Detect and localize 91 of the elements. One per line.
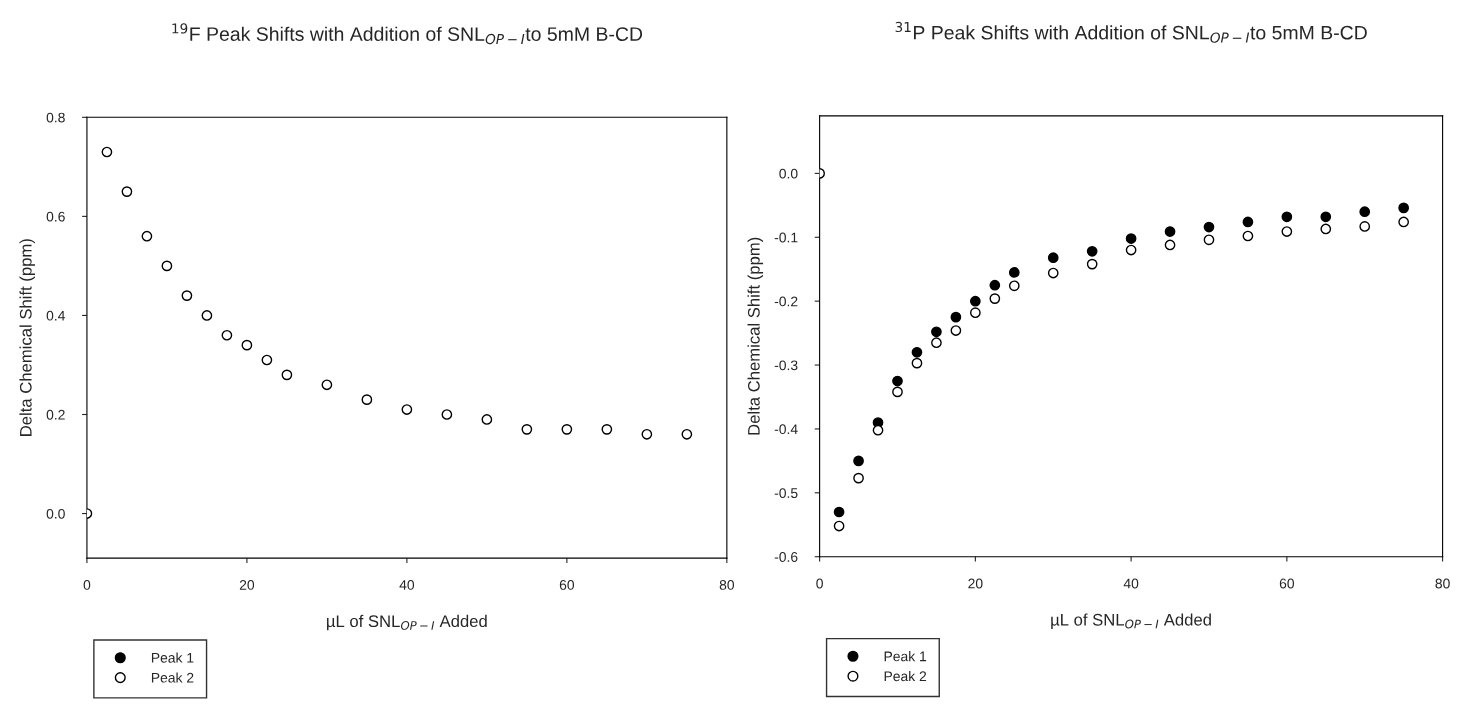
point [1164,239,1176,251]
point [361,394,373,405]
x-tick-label: 80 [719,580,735,590]
point [911,357,923,369]
point [853,455,864,467]
point [1203,234,1215,246]
point [481,414,493,425]
point [970,307,981,319]
legend-label: Peak 2 [151,672,194,683]
y-tick-label: 0.0 [46,508,65,519]
point [1086,258,1098,270]
legend-label: Peak 2 [884,670,927,682]
x-tick-label: 20 [968,578,983,589]
x-axis-title: µL of SNL$_{OP−I}$ Added [327,614,487,631]
point [161,260,173,272]
x-tick-label: 60 [1279,578,1295,589]
y-tick-label: -0.1 [774,232,798,243]
point [321,379,333,391]
point [1359,221,1371,232]
point [641,428,653,440]
point [1164,226,1176,237]
point [892,386,903,398]
point [241,339,253,351]
point [201,310,213,321]
x-tick-label: 20 [239,580,255,590]
y-axis-title: Delta Chemical Shift (ppm) [19,239,35,436]
point [1398,216,1410,228]
point [141,230,153,242]
point [970,295,981,307]
y-tick-label: -0.3 [774,360,798,371]
point [101,146,113,158]
y-tick-label: 0.4 [46,310,65,321]
y-tick-label: -0.6 [774,552,798,562]
point [1242,230,1254,242]
point [1047,267,1059,279]
point [872,424,884,436]
y-axis-title: Delta Chemical Shift (ppm) [747,237,764,435]
point [833,506,845,518]
point [931,326,942,338]
point [1125,244,1137,256]
point [681,428,693,440]
point [181,290,193,301]
point [853,472,864,484]
y-tick-label: -0.5 [774,488,798,498]
point [989,293,1001,304]
legend-label: Peak 1 [151,652,194,663]
point [1281,211,1293,223]
point [221,329,233,341]
x-tick-label: 60 [559,580,575,590]
point [1359,206,1371,218]
x-tick-label: 0 [816,578,823,589]
point [833,520,845,532]
y-tick-label: -0.2 [774,296,798,307]
x-tick-label: 40 [399,580,415,590]
point [1281,226,1293,237]
point [261,354,273,366]
point [1203,221,1215,233]
point [1008,267,1020,278]
legend-label: Peak 1 [884,651,927,662]
x-tick-label: 40 [1123,578,1139,589]
point [1398,202,1410,214]
point [281,369,293,381]
chart-title: $^{19}$F Peak Shifts with Addition of SNL$_{OP−I}$to 5mM B-CD [172,23,643,45]
y-tick-label: 0.6 [46,211,65,222]
point [561,424,573,435]
point [441,409,453,420]
point [121,186,133,197]
x-axis-title: µL of SNL$_{OP−I}$ Added [1051,613,1211,629]
y-tick-label: 0.8 [46,112,65,123]
x-tick-label: 0 [83,580,91,590]
x-tick-label: 80 [1435,578,1450,589]
point [950,325,962,336]
point [931,337,942,349]
point [989,279,1001,291]
point [1242,216,1254,228]
y-tick-label: -0.4 [774,424,798,435]
point [1320,223,1332,235]
point [601,424,613,435]
y-tick-label: 0.2 [46,409,65,420]
point [1008,280,1020,292]
point [950,311,962,323]
point [401,404,413,415]
chart-title: $^{31}$P Peak Shifts with Addition of SNL$_{OP−I}$to 5mM B-CD [895,21,1367,43]
y-tick-label: 0.0 [779,168,798,179]
point [521,424,533,435]
point [1047,252,1059,264]
point [911,346,923,358]
point [892,375,903,387]
point [1320,211,1332,223]
point [1125,233,1137,244]
point [1086,245,1098,257]
